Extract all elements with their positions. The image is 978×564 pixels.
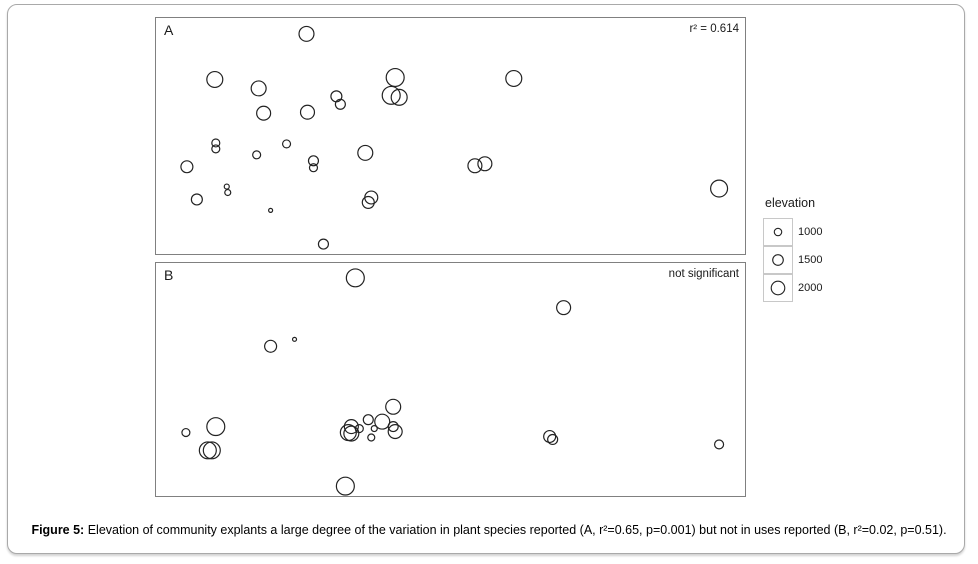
legend-title: elevation <box>765 196 816 210</box>
data-point-bubble <box>354 424 364 434</box>
data-point-bubble <box>291 336 298 342</box>
legend-item-label: 1500 <box>798 254 823 266</box>
data-point-bubble <box>345 268 365 288</box>
data-point-bubble <box>387 424 403 440</box>
data-point-bubble <box>334 98 346 110</box>
scatter-panel-a: A r² = 0.614 <box>155 17 746 255</box>
panel-a-plot-area <box>180 25 729 250</box>
data-point-bubble <box>374 413 391 430</box>
data-point-bubble <box>181 427 191 438</box>
data-point-bubble <box>370 425 378 433</box>
legend-item: 1000 <box>763 218 822 246</box>
figure-caption: Figure 5: Elevation of community explant… <box>0 522 978 538</box>
data-point-bubble <box>223 183 230 190</box>
data-point-bubble <box>190 193 203 206</box>
data-point-bubble <box>343 425 360 442</box>
data-point-bubble <box>268 207 274 213</box>
legend-item: 2000 <box>763 273 823 302</box>
data-point-bubble <box>206 417 226 437</box>
legend-symbol-box <box>763 218 793 246</box>
data-point-bubble <box>357 144 374 161</box>
data-point-bubble <box>211 144 221 154</box>
data-point-bubble <box>385 398 402 415</box>
legend-size-circle-icon <box>770 280 786 295</box>
legend-size-circle-icon <box>772 253 784 266</box>
data-point-bubble <box>298 25 315 42</box>
data-point-bubble <box>180 160 194 174</box>
data-point-bubble <box>250 80 267 97</box>
data-point-bubble <box>477 156 493 172</box>
data-point-bubble <box>281 139 292 149</box>
data-point-bubble <box>361 195 375 209</box>
data-point-bubble <box>387 421 399 433</box>
data-point-bubble <box>556 300 572 316</box>
legend-symbol-box <box>763 245 793 274</box>
data-point-bubble <box>543 429 557 444</box>
data-point-bubble <box>198 441 217 460</box>
data-point-bubble <box>343 419 359 435</box>
data-point-bubble <box>252 150 262 160</box>
data-point-bubble <box>317 238 330 250</box>
data-point-bubble <box>264 339 278 353</box>
panel-b-label: B <box>164 267 174 283</box>
data-point-bubble <box>467 158 483 174</box>
legend-items: 1000 1500 2000 <box>763 218 822 302</box>
data-point-bubble <box>385 67 405 88</box>
data-point-bubble <box>362 414 374 426</box>
legend-symbol-box <box>763 273 793 302</box>
data-point-bubble <box>505 69 523 88</box>
data-point-bubble <box>367 433 376 442</box>
data-point-bubble <box>714 439 725 450</box>
data-point-bubble <box>710 179 729 198</box>
data-point-bubble <box>299 104 316 120</box>
data-point-bubble <box>547 433 559 446</box>
data-point-bubble <box>202 441 221 460</box>
data-point-bubble <box>211 138 221 148</box>
data-point-bubble <box>390 88 408 106</box>
panel-b-plot-area <box>181 268 725 496</box>
data-point-bubble <box>330 90 343 103</box>
panel-b-significance-annotation: not significant <box>668 268 739 280</box>
panel-a-r-squared-annotation: r² = 0.614 <box>689 23 739 35</box>
data-point-bubble <box>308 163 319 173</box>
caption-figure-number: Figure 5: <box>31 523 85 537</box>
legend-item-label: 2000 <box>798 282 823 294</box>
data-point-bubble <box>256 105 272 121</box>
legend-size-circle-icon <box>773 227 783 237</box>
elevation-legend: elevation 1000 1500 2000 <box>763 196 822 302</box>
data-point-bubble <box>335 476 355 496</box>
data-point-bubble <box>381 85 401 105</box>
legend-item: 1500 <box>763 245 823 274</box>
caption-text: Elevation of community explants a large … <box>84 523 947 537</box>
panel-a-label: A <box>164 22 174 38</box>
data-point-bubble <box>206 70 224 89</box>
scatter-panel-b: B not significant <box>155 262 746 497</box>
data-point-bubble <box>307 155 320 167</box>
data-point-bubble <box>224 188 232 197</box>
legend-item-label: 1000 <box>798 226 823 238</box>
